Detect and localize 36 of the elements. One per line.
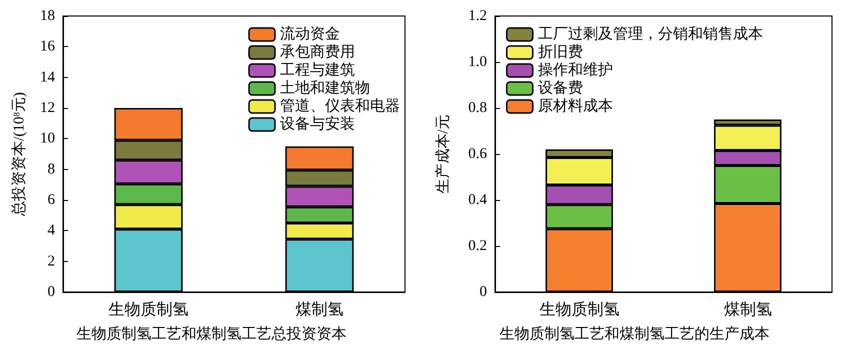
legend-label: 工厂过剩及管理，分销和销售成本 [538, 26, 763, 42]
y-tick-label: 0.6 [468, 146, 488, 162]
x-tick-label: 煤制氢 [296, 300, 344, 318]
text: 生物质制氢工艺和煤制氢工艺的生产成本 [500, 326, 770, 342]
legend-label: 原材料成本 [538, 98, 613, 114]
y-tick-label: 16 [40, 38, 56, 55]
y-tick-label: 10 [40, 130, 55, 147]
y-axis-title: 生产成本/元 [434, 114, 452, 194]
x-tick-label: 煤制氢 [724, 300, 772, 318]
text: 生物质制氢工艺和煤制氢工艺总投资资本 [76, 326, 346, 342]
y-tick-label: 0.8 [468, 100, 487, 116]
legend-label: 土地和建筑物 [280, 80, 370, 96]
y-tick-label: 6 [48, 192, 56, 208]
y-tick-label: 12 [40, 100, 55, 116]
legend-label: 承包商费用 [280, 44, 355, 60]
y-tick-label: 1.2 [468, 8, 487, 24]
y-tick-label: 4 [48, 222, 56, 239]
y-tick-label: 0 [480, 284, 487, 300]
y-tick-label: 2 [48, 253, 55, 270]
y-tick-label: 8 [48, 161, 55, 178]
legend-label: 操作和维护 [538, 62, 613, 78]
x-tick-label: 生物质制氢 [108, 300, 188, 318]
y-tick-label: 18 [40, 8, 55, 24]
legend-label: 流动资金 [280, 26, 340, 42]
legend-label: 工程与建筑 [280, 62, 355, 78]
y-tick-label: 1.0 [468, 54, 487, 70]
y-tick-label: 14 [40, 69, 56, 86]
x-tick-label: 生物质制氢 [539, 300, 620, 318]
y-tick-label: 0 [48, 284, 55, 300]
y-tick-label: 0.2 [468, 238, 487, 254]
legend-label: 管道、仪表和电器 [280, 98, 400, 114]
y-tick-label: 0.4 [468, 192, 488, 208]
legend-label: 折旧费 [538, 44, 583, 60]
y-axis-title: 总投资资本/(108元) [10, 92, 28, 217]
legend-label: 设备费 [538, 80, 583, 96]
legend-label: 设备与安装 [280, 116, 355, 132]
